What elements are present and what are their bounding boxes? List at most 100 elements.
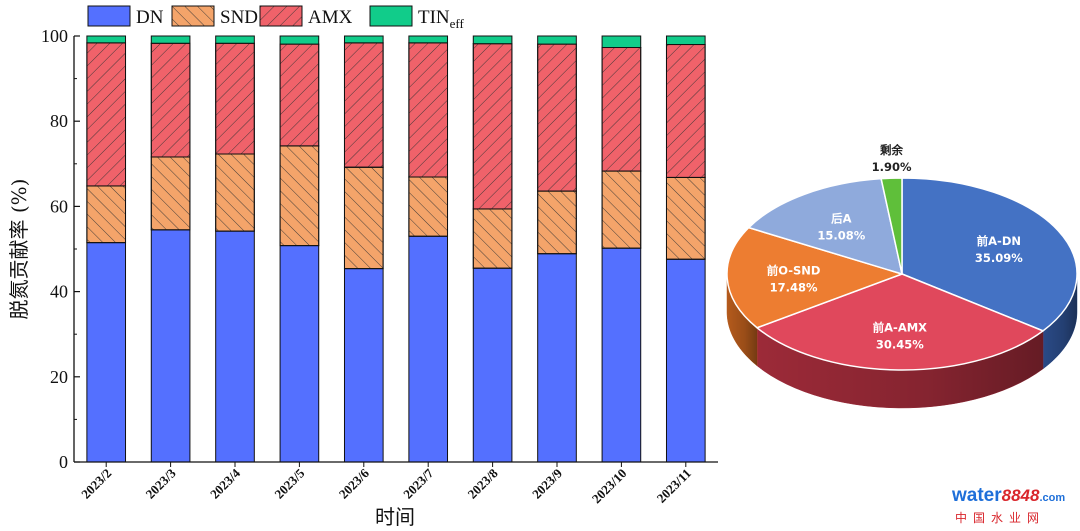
- bar-tin-2023/11: [665, 35, 706, 46]
- pie-label-name-2: 前O-SND: [767, 264, 821, 278]
- bar-dn-2023/6: [343, 268, 384, 463]
- pie-labels: 前A-DN 35.09% 前A-AMX 30.45% 前O-SND 17.48% 后A 15.…: [767, 143, 1023, 351]
- bar-hatch-snd-2023/9: [537, 190, 577, 255]
- pie-label-name-1: 前A-AMX: [873, 321, 928, 335]
- bar-hatch-amx-2023/9: [537, 43, 577, 192]
- bar-hatch-amx-2023/10: [601, 47, 642, 172]
- bar-tin-2023/9: [537, 35, 577, 45]
- pie-tops: [726, 177, 1078, 371]
- x-tick-label: 2023/11: [654, 466, 694, 506]
- x-tick-label: 2023/2: [78, 466, 114, 502]
- bar-hatch-snd-2023/11: [665, 176, 706, 260]
- x-tick-label: 2023/6: [336, 465, 372, 501]
- legend: DN SND AMX TINeff: [87, 5, 465, 31]
- pie-side-shade-2-0: [727, 274, 758, 366]
- x-axis-title: 时间: [375, 505, 415, 529]
- bar-tin-2023/7: [408, 35, 449, 44]
- bar-hatch-snd-2023/7: [408, 176, 449, 237]
- pie-sides: [726, 273, 1078, 409]
- legend-label-dn: DN: [136, 7, 164, 28]
- bar-dn-2023/5: [279, 245, 320, 463]
- x-tick-label: 2023/7: [400, 465, 436, 501]
- bar-hatch-amx-2023/8: [472, 43, 513, 210]
- legend-label-snd: SND: [220, 7, 258, 28]
- watermark-number: 8848: [1002, 486, 1040, 505]
- y-tick-label: 60: [50, 196, 68, 216]
- bar-dn-2023/4: [215, 230, 255, 463]
- bar-dn-2023/2: [86, 242, 127, 463]
- bar-marks: [86, 35, 706, 463]
- x-tick-label: 2023/4: [207, 465, 243, 501]
- bar-tin-2023/4: [215, 35, 255, 44]
- bar-dn-2023/10: [601, 247, 642, 463]
- bar-hatch-snd-2023/5: [279, 145, 320, 247]
- pie-label-value-0: 35.09%: [975, 251, 1023, 265]
- legend-swatch-hatch-snd: [171, 5, 215, 27]
- bar-hatch-amx-2023/11: [665, 44, 706, 178]
- pie-slice-4: [880, 177, 903, 275]
- bar-tin-2023/6: [343, 35, 384, 44]
- pie-label-value-3: 15.08%: [817, 229, 865, 243]
- legend-label-amx: AMX: [308, 7, 353, 28]
- watermark-logo: water8848.com 中国水业网: [951, 485, 1065, 525]
- bar-hatch-amx-2023/2: [86, 42, 127, 187]
- y-ticks: 0 20 40 60 80 100: [41, 26, 80, 472]
- bar-hatch-amx-2023/7: [408, 42, 449, 178]
- x-tick-label: 2023/8: [465, 465, 501, 501]
- pie-slice-2: [726, 226, 903, 329]
- pie-side-shade-1-0: [757, 327, 1043, 408]
- y-tick-label: 0: [59, 452, 68, 472]
- bar-hatch-snd-2023/10: [601, 170, 642, 249]
- pie-label-name-3: 后A: [831, 212, 851, 226]
- pie-label-value-1: 30.45%: [876, 338, 924, 352]
- pie-chart-3d: 前A-DN 35.09% 前A-AMX 30.45% 前O-SND 17.48% 后A 15.…: [726, 143, 1078, 409]
- bar-hatch-snd-2023/4: [215, 153, 255, 232]
- legend-swatch-dn: [87, 5, 131, 27]
- watermark-brand: water: [951, 485, 1002, 506]
- bar-dn-2023/3: [150, 229, 191, 463]
- legend-swatch-tin: [369, 5, 413, 27]
- bar-hatch-amx-2023/5: [279, 43, 320, 147]
- x-tick-label: 2023/9: [529, 465, 565, 501]
- pie-label-value-2: 17.48%: [770, 281, 818, 295]
- bar-dn-2023/8: [472, 267, 513, 463]
- pie-label-value-4: 1.90%: [872, 160, 912, 174]
- bar-dn-2023/11: [665, 258, 706, 463]
- pie-label-name-0: 前A-DN: [977, 234, 1021, 248]
- bar-hatch-snd-2023/3: [150, 156, 191, 231]
- pie-side-shade-0-0: [1042, 274, 1077, 369]
- bar-hatch-snd-2023/2: [86, 185, 127, 244]
- y-tick-label: 80: [50, 111, 68, 131]
- bar-hatch-amx-2023/4: [215, 42, 255, 155]
- y-tick-label: 20: [50, 367, 68, 387]
- x-tick-label: 2023/3: [143, 465, 179, 501]
- bar-tin-2023/2: [86, 35, 127, 44]
- y-axis-title: 脱氮贡献率 (%): [7, 179, 31, 320]
- bar-hatch-amx-2023/3: [150, 42, 191, 158]
- y-tick-label: 100: [41, 26, 68, 46]
- x-tick-label: 2023/10: [589, 466, 630, 507]
- legend-label-tin: TINeff: [418, 7, 465, 31]
- bar-tin-2023/8: [472, 35, 513, 45]
- pie-slice-3: [748, 177, 903, 275]
- bar-tin-2023/10: [601, 35, 642, 49]
- pie-slice-0: [901, 177, 1078, 332]
- legend-swatch-hatch-amx: [259, 5, 303, 27]
- bar-dn-2023/7: [408, 235, 449, 463]
- x-ticks: 2023/2 2023/3 2023/4 2023/5 2023/6 2023/7 2023…: [78, 462, 694, 506]
- bar-hatch-amx-2023/6: [343, 42, 384, 168]
- bar-tin-2023/3: [150, 35, 191, 44]
- y-tick-label: 40: [50, 282, 68, 302]
- bar-hatch-snd-2023/6: [343, 166, 384, 270]
- bar-hatch-snd-2023/8: [472, 208, 513, 269]
- svg-text:water8848.com: water8848.com: [951, 485, 1065, 506]
- x-tick-label: 2023/5: [271, 465, 307, 501]
- bar-dn-2023/9: [537, 253, 577, 463]
- watermark-subtitle: 中国水业网: [955, 510, 1045, 525]
- bar-tin-2023/5: [279, 35, 320, 45]
- pie-slice-1: [756, 273, 1044, 371]
- pie-label-name-4: 剩余: [880, 143, 903, 157]
- watermark-suffix: .com: [1039, 492, 1065, 504]
